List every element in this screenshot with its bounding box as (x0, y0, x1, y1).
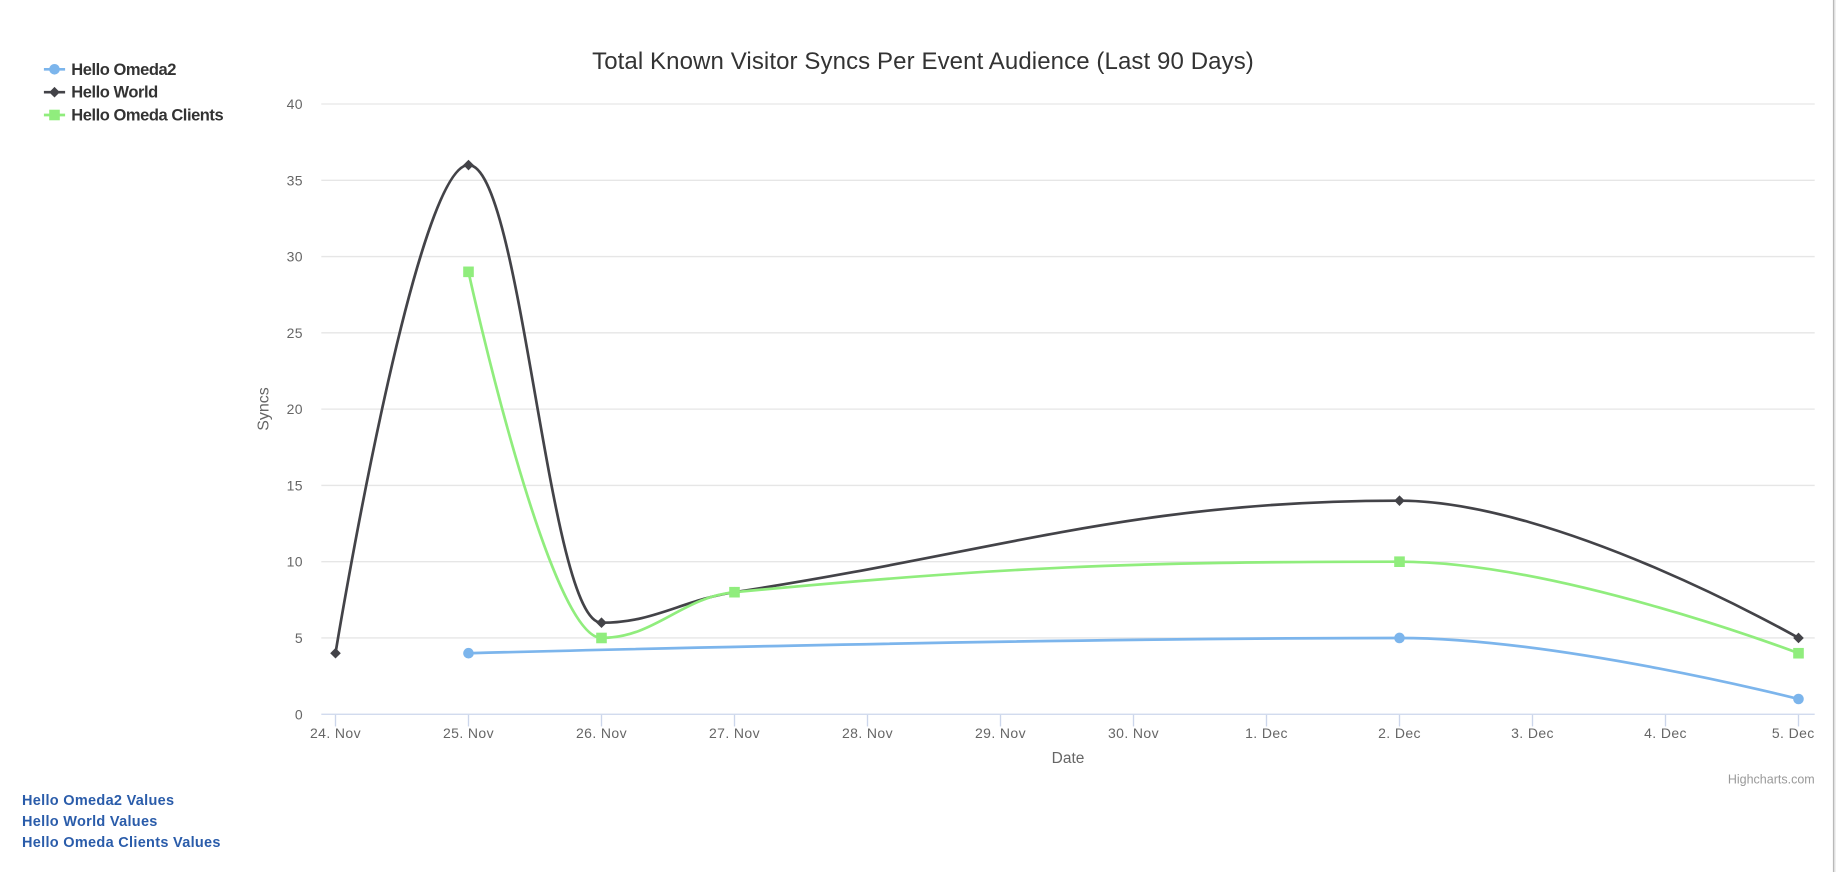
svg-text:Hello Omeda Clients Values: Hello Omeda Clients Values (22, 835, 221, 851)
svg-text:27. Nov: 27. Nov (709, 725, 760, 741)
svg-text:1. Dec: 1. Dec (1245, 725, 1288, 741)
svg-text:4. Dec: 4. Dec (1644, 725, 1687, 741)
svg-text:Total Known Visitor Syncs Per: Total Known Visitor Syncs Per Event Audi… (592, 48, 1254, 75)
svg-text:20: 20 (287, 401, 303, 417)
svg-text:28. Nov: 28. Nov (842, 725, 893, 741)
svg-text:24. Nov: 24. Nov (310, 725, 361, 741)
svg-text:15: 15 (287, 477, 303, 493)
svg-text:Hello Omeda Clients: Hello Omeda Clients (71, 107, 223, 125)
svg-text:Date: Date (1052, 750, 1085, 767)
svg-text:26. Nov: 26. Nov (576, 725, 627, 741)
svg-text:Hello Omeda2 Values: Hello Omeda2 Values (22, 793, 174, 809)
svg-text:30. Nov: 30. Nov (1108, 725, 1159, 741)
svg-text:3. Dec: 3. Dec (1511, 725, 1554, 741)
svg-text:29. Nov: 29. Nov (975, 725, 1026, 741)
svg-text:35: 35 (287, 172, 303, 188)
svg-text:2. Dec: 2. Dec (1378, 725, 1421, 741)
svg-text:5. Dec: 5. Dec (1772, 725, 1815, 741)
svg-text:Syncs: Syncs (256, 387, 273, 431)
svg-text:30: 30 (287, 249, 303, 265)
svg-text:25. Nov: 25. Nov (443, 725, 494, 741)
svg-text:Hello Omeda2: Hello Omeda2 (71, 61, 176, 79)
svg-text:Hello World Values: Hello World Values (22, 814, 158, 830)
svg-text:25: 25 (287, 325, 303, 341)
svg-text:40: 40 (287, 96, 303, 112)
svg-text:Hello World: Hello World (71, 84, 157, 102)
svg-text:0: 0 (295, 706, 303, 722)
svg-text:Highcharts.com: Highcharts.com (1728, 773, 1815, 787)
svg-text:5: 5 (295, 630, 303, 646)
svg-text:10: 10 (287, 554, 303, 570)
